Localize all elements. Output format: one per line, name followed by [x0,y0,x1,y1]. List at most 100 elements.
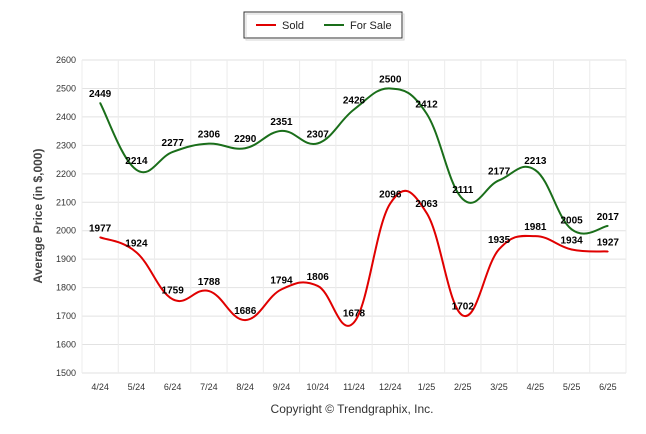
y-tick-label: 2400 [56,112,76,122]
data-label-sold: 1759 [162,285,185,296]
x-tick-label: 8/24 [236,382,254,392]
x-tick-label: 11/24 [343,382,365,392]
data-point-for-sale [135,169,138,171]
data-label-sold: 1934 [560,236,583,247]
copyright-text: Copyright © Trendgraphix, Inc. [271,402,434,416]
axes: 1500 1600 1700 1800 1900 2000 2100 2200 2300 2400… [56,55,617,392]
x-tick-label: 12/24 [379,382,402,392]
data-label-for-sale: 2017 [597,212,620,223]
data-point-sold [353,321,355,324]
x-tick-label: 7/24 [200,382,218,392]
data-point-sold [135,251,138,254]
series-line-sold [99,189,608,327]
data-label-sold: 2096 [379,189,402,200]
x-tick-label: 6/24 [164,382,182,392]
data-point-for-sale [570,228,573,231]
data-label-sold: 1924 [125,238,148,249]
data-label-sold: 1788 [198,277,221,288]
data-point-for-sale [316,142,319,145]
data-label-sold: 1686 [234,306,257,317]
data-label-for-sale: 2306 [198,130,221,141]
data-point-sold [389,202,392,205]
data-label-sold: 1794 [270,275,293,286]
x-tick-label: 2/25 [454,382,472,392]
y-tick-label: 2300 [56,140,76,150]
data-label-sold: 1977 [89,223,112,234]
data-point-for-sale [498,179,500,182]
data-point-sold [498,248,500,251]
x-tick-label: 10/24 [306,382,329,392]
data-point-sold [462,314,464,317]
y-tick-label: 2200 [56,169,76,179]
data-label-for-sale: 2449 [89,89,112,100]
data-point-sold [208,290,210,292]
x-tick-label: 1/25 [418,382,436,392]
data-label-sold: 1927 [597,237,620,248]
data-point-for-sale [353,108,355,111]
data-label-sold: 1806 [307,272,330,283]
x-tick-label: 9/24 [273,382,291,392]
y-tick-label: 1600 [56,340,76,350]
data-label-for-sale: 2213 [524,156,547,167]
y-tick-label: 2600 [56,55,76,65]
data-point-for-sale [208,142,210,145]
legend: Sold For Sale [243,11,405,41]
data-label-for-sale: 2005 [560,215,583,226]
data-label-for-sale: 2412 [415,99,438,110]
data-label-for-sale: 2177 [488,166,511,177]
data-point-for-sale [425,112,428,115]
y-tick-label: 1500 [56,368,76,378]
data-point-sold [534,235,537,237]
data-point-sold [99,236,101,239]
data-point-for-sale [607,225,609,227]
data-label-sold: 1702 [452,302,475,313]
data-point-for-sale [171,151,174,153]
y-tick-label: 1900 [56,254,76,264]
data-label-sold: 2063 [415,199,438,210]
data-point-for-sale [534,169,537,171]
x-tick-label: 6/25 [599,382,617,392]
data-label-for-sale: 2426 [343,96,366,107]
x-tick-label: 5/25 [563,382,581,392]
y-axis-label: Average Price (in $,000) [31,149,45,284]
data-point-sold [425,212,428,214]
series-layer [99,87,609,327]
data-point-sold [280,288,283,291]
data-label-for-sale: 2290 [234,134,257,145]
data-point-sold [244,319,246,321]
legend-label-sold: Sold [282,20,304,32]
x-tick-label: 3/25 [490,382,508,392]
data-label-for-sale: 2277 [162,138,185,149]
x-tick-label: 5/24 [128,382,146,392]
data-point-sold [570,248,573,251]
data-label-for-sale: 2351 [270,117,293,128]
y-tick-label: 1800 [56,283,76,293]
data-point-sold [316,285,319,287]
y-tick-label: 2000 [56,226,76,236]
data-label-for-sale: 2111 [452,185,474,196]
data-label-sold: 1935 [488,235,511,246]
grid [81,59,627,374]
data-point-for-sale [99,102,101,104]
data-label-for-sale: 2214 [125,156,148,167]
data-point-sold [607,250,609,253]
data-point-for-sale [244,147,246,150]
y-tick-label: 2500 [56,83,76,93]
y-tick-label: 1700 [56,311,76,321]
data-label-sold: 1981 [524,222,547,233]
x-tick-label: 4/24 [91,382,109,392]
data-point-for-sale [462,198,464,200]
legend-label-for-sale: For Sale [350,20,392,32]
y-tick-label: 2100 [56,197,76,207]
x-tick-label: 4/25 [527,382,545,392]
data-labels: 1977 1924 1759 1788 1686 1794 1806 1678 2096 2063… [89,74,619,319]
data-point-sold [171,298,174,301]
data-label-sold: 1678 [343,308,366,319]
data-label-for-sale: 2500 [379,74,402,85]
data-label-for-sale: 2307 [307,129,330,140]
legend-shadow [245,13,405,41]
data-point-for-sale [280,130,283,132]
data-point-for-sale [389,87,392,90]
